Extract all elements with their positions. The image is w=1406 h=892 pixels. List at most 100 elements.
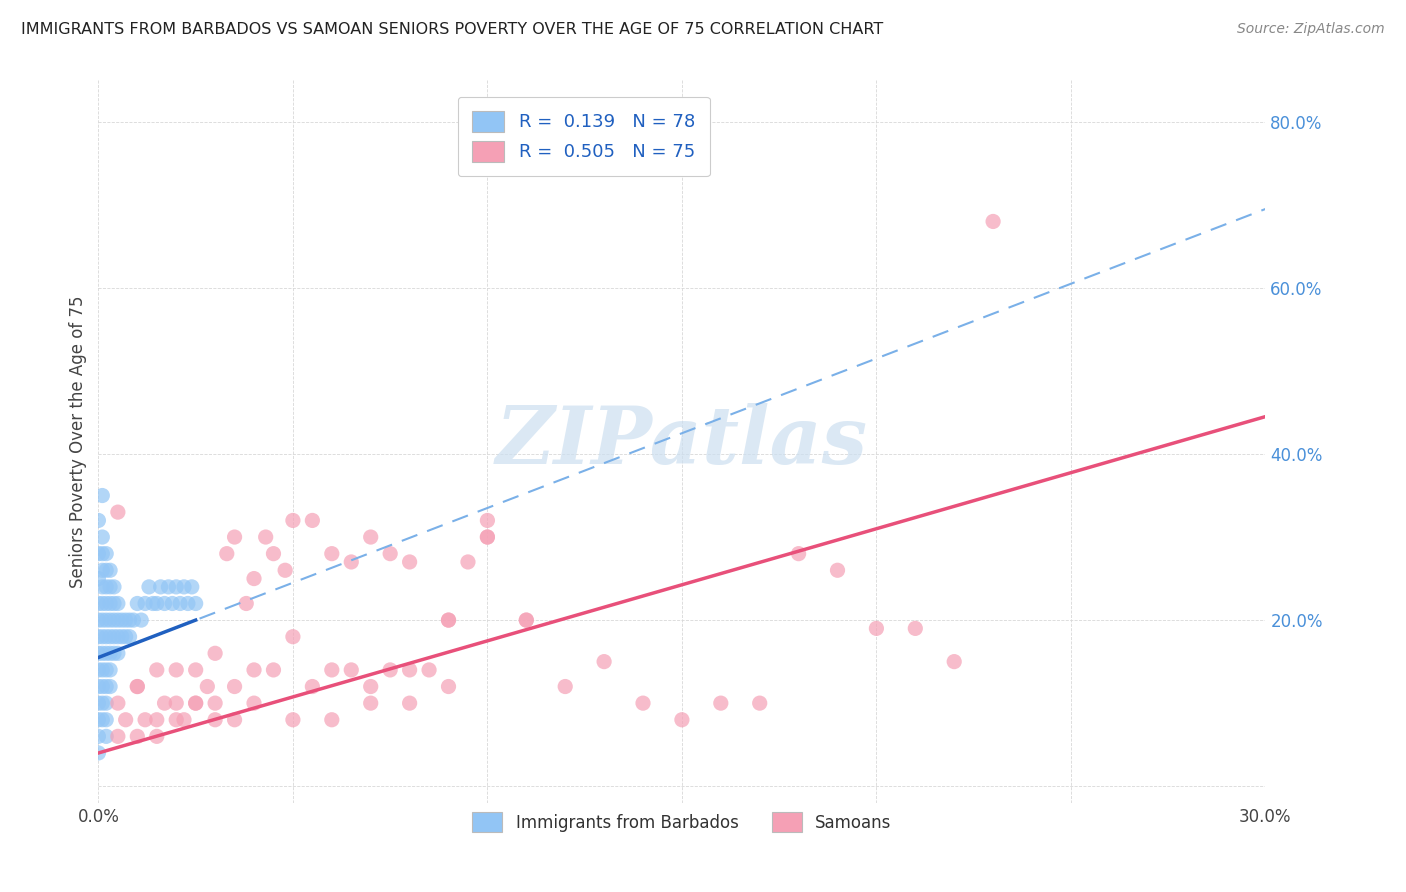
Point: [631, 696, 654, 710]
Point: [87, 663, 110, 677]
Point: [224, 530, 246, 544]
Point: [340, 555, 363, 569]
Point: [360, 696, 382, 710]
Point: [122, 613, 145, 627]
Point: [224, 713, 246, 727]
Point: [204, 713, 226, 727]
Point: [96, 613, 118, 627]
Point: [173, 580, 195, 594]
Point: [274, 563, 297, 577]
Point: [437, 613, 460, 627]
Point: [195, 680, 218, 694]
Point: [149, 580, 172, 594]
Point: [103, 597, 125, 611]
Text: IMMIGRANTS FROM BARBADOS VS SAMOAN SENIORS POVERTY OVER THE AGE OF 75 CORRELATIO: IMMIGRANTS FROM BARBADOS VS SAMOAN SENIO…: [21, 22, 883, 37]
Point: [114, 713, 136, 727]
Point: [87, 572, 110, 586]
Point: [340, 663, 363, 677]
Point: [515, 613, 537, 627]
Point: [103, 630, 125, 644]
Point: [165, 580, 187, 594]
Point: [146, 663, 169, 677]
Point: [127, 730, 149, 744]
Point: [477, 513, 499, 527]
Point: [127, 597, 149, 611]
Point: [321, 663, 343, 677]
Point: [134, 597, 156, 611]
Point: [787, 547, 810, 561]
Point: [710, 696, 733, 710]
Point: [98, 613, 121, 627]
Point: [146, 730, 169, 744]
Point: [91, 696, 114, 710]
Point: [380, 547, 402, 561]
Point: [321, 547, 343, 561]
Point: [107, 630, 129, 644]
Point: [118, 613, 141, 627]
Point: [184, 597, 207, 611]
Point: [96, 730, 118, 744]
Point: [98, 563, 121, 577]
Point: [107, 646, 129, 660]
Point: [281, 513, 304, 527]
Point: [184, 696, 207, 710]
Point: [262, 663, 284, 677]
Point: [107, 696, 129, 710]
Point: [103, 580, 125, 594]
Point: [96, 646, 118, 660]
Point: [87, 597, 110, 611]
Point: [87, 713, 110, 727]
Point: [91, 680, 114, 694]
Point: [91, 580, 114, 594]
Point: [254, 530, 277, 544]
Point: [91, 597, 114, 611]
Point: [87, 680, 110, 694]
Point: [671, 713, 693, 727]
Point: [146, 597, 169, 611]
Point: [593, 655, 616, 669]
Point: [91, 663, 114, 677]
Point: [107, 597, 129, 611]
Point: [204, 646, 226, 660]
Point: [204, 696, 226, 710]
Point: [184, 663, 207, 677]
Point: [398, 555, 420, 569]
Point: [943, 655, 966, 669]
Point: [87, 696, 110, 710]
Point: [281, 713, 304, 727]
Point: [98, 663, 121, 677]
Point: [554, 680, 576, 694]
Point: [103, 646, 125, 660]
Point: [114, 613, 136, 627]
Legend: Immigrants from Barbados, Samoans: Immigrants from Barbados, Samoans: [458, 799, 905, 845]
Point: [91, 563, 114, 577]
Point: [165, 713, 187, 727]
Point: [827, 563, 849, 577]
Point: [107, 505, 129, 519]
Point: [398, 696, 420, 710]
Y-axis label: Seniors Poverty Over the Age of 75: Seniors Poverty Over the Age of 75: [69, 295, 87, 588]
Point: [360, 680, 382, 694]
Point: [87, 547, 110, 561]
Point: [96, 563, 118, 577]
Point: [138, 580, 160, 594]
Point: [243, 572, 266, 586]
Point: [321, 713, 343, 727]
Point: [96, 663, 118, 677]
Point: [96, 713, 118, 727]
Point: [165, 663, 187, 677]
Point: [146, 713, 169, 727]
Point: [301, 513, 323, 527]
Point: [127, 680, 149, 694]
Point: [153, 696, 176, 710]
Point: [118, 630, 141, 644]
Point: [91, 547, 114, 561]
Point: [165, 696, 187, 710]
Point: [162, 597, 184, 611]
Point: [107, 613, 129, 627]
Point: [142, 597, 165, 611]
Point: [243, 696, 266, 710]
Point: [360, 530, 382, 544]
Point: [87, 630, 110, 644]
Point: [91, 613, 114, 627]
